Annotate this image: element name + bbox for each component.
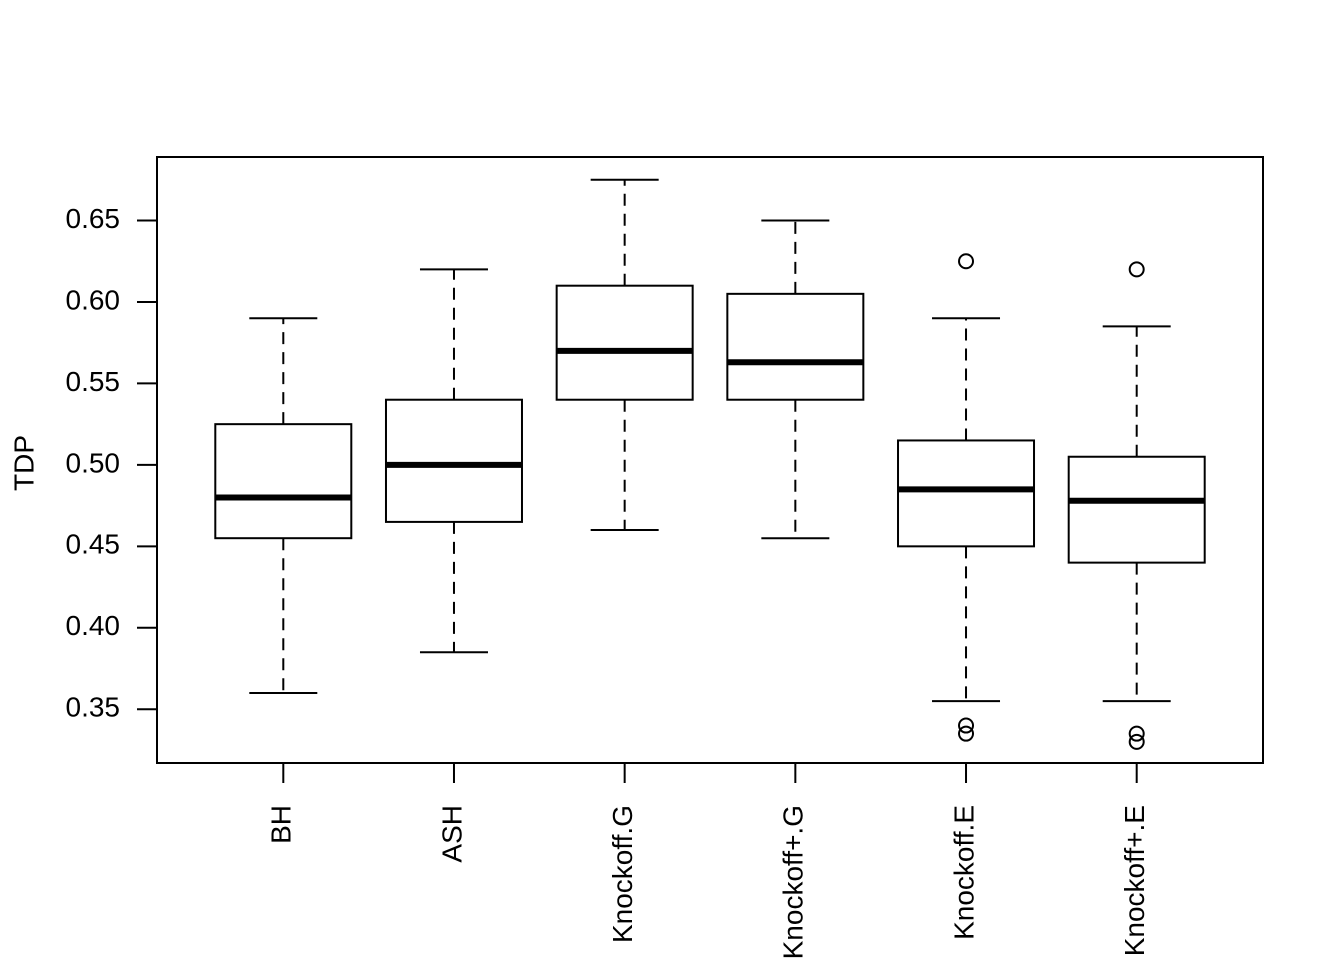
outlier [958,725,975,742]
y-tick-label: 0.35 [66,692,121,723]
y-tick-label: 0.50 [66,447,121,478]
x-tick-label: ASH [436,805,467,863]
box [897,439,1036,548]
outlier [1128,725,1145,742]
outlier [1128,733,1145,750]
x-tick-label: BH [266,805,297,844]
box [1067,455,1206,564]
x-tick-label: Knockoff.E [948,805,979,940]
y-tick-label: 0.55 [66,366,121,397]
y-tick-label: 0.45 [66,529,121,560]
outlier [958,717,975,734]
plot-frame [156,156,1264,764]
x-tick-label: Knockoff+.E [1119,805,1150,956]
y-tick-label: 0.65 [66,203,121,234]
box [726,292,865,401]
x-tick-label: Knockoff+.G [778,805,809,959]
y-axis-label: TDP [8,435,39,491]
y-tick-label: 0.60 [66,284,121,315]
y-tick-label: 0.40 [66,610,121,641]
box [214,423,353,540]
x-tick-label: Knockoff.G [607,805,638,943]
outlier [1128,261,1145,278]
box [384,398,523,523]
outlier [958,253,975,270]
box [555,284,694,401]
